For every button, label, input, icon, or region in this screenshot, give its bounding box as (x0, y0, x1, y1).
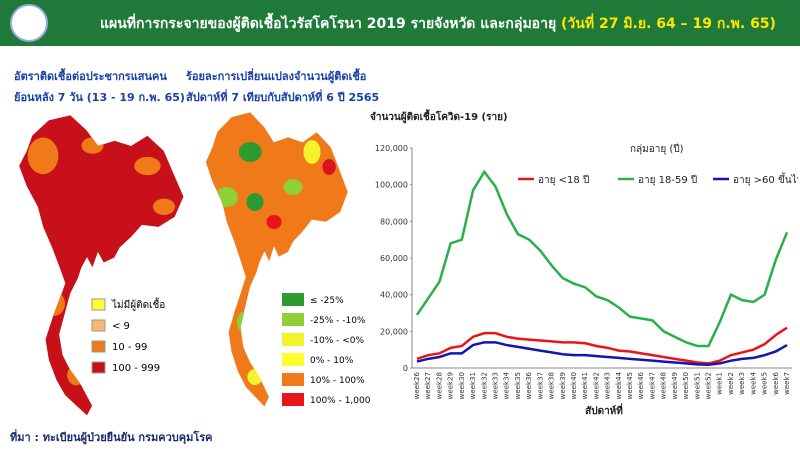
x-axis-label: สัปดาห์ที่ (585, 403, 623, 417)
swatch (282, 313, 304, 326)
y-tick-label: 0 (403, 364, 408, 373)
legend-label: 0% - 10% (310, 356, 354, 366)
legend-right: ≤ -25% -25% - -10% -10% - <0% 0% - 10% 1… (282, 293, 370, 406)
map-title-line: อัตราติดเชื้อต่อประชากรแสนคน (14, 70, 167, 83)
x-tick-label: week51 (693, 372, 701, 399)
x-tick-label: week38 (548, 372, 556, 399)
y-tick-label: 40,000 (380, 291, 408, 300)
legend-label: -25% - -10% (310, 316, 366, 326)
x-tick-label: week27 (424, 372, 432, 399)
swatch (282, 393, 304, 406)
swatch (282, 373, 304, 386)
x-tick-label: week40 (570, 372, 578, 399)
legend-label: 100 - 999 (112, 363, 160, 374)
x-tick-label: week49 (671, 372, 679, 399)
x-tick-label: week47 (648, 372, 656, 399)
x-tick-label: week3 (738, 372, 746, 395)
swatch (282, 293, 304, 306)
x-tick-label: week45 (626, 372, 634, 399)
map-title: อัตราติดเชื้อต่อประชากรแสนคน ย้อนหลัง 7 … (14, 66, 185, 108)
x-tick-label: week34 (503, 371, 511, 399)
x-tick-label: week44 (615, 371, 623, 399)
legend-label: อายุ 18-59 ปี (638, 174, 697, 186)
x-tick-label: week36 (525, 371, 533, 399)
x-tick-label: week32 (480, 372, 488, 399)
y-tick-label: 20,000 (380, 327, 408, 336)
x-tick-label: week5 (761, 372, 769, 395)
x-tick-label: week33 (491, 372, 499, 399)
x-tick-label: week6 (772, 371, 780, 394)
legend-label: ≤ -25% (310, 296, 344, 306)
header-title: แผนที่การกระจายของผู้ติดเชื้อไวรัสโคโรนา… (100, 13, 776, 35)
x-tick-label: week52 (705, 372, 713, 399)
x-tick-label: week1 (716, 372, 724, 395)
x-tick-label: week43 (604, 372, 612, 399)
title: แผนที่การกระจายของผู้ติดเชื้อไวรัสโคโรนา… (100, 16, 557, 32)
x-tick-label: week30 (458, 372, 466, 399)
y-tick-label: 60,000 (380, 254, 408, 263)
x-tick-label: week29 (447, 372, 455, 399)
maps: ไม่มีผู้ติดเชื้อ < 9 10 - 99 100 - 999 ≤… (18, 111, 370, 417)
x-tick-label: week50 (682, 372, 690, 399)
x-tick-label: week39 (559, 372, 567, 399)
legend-title: กลุ่มอายุ (ปี) (630, 143, 684, 155)
legend-label: -10% - <0% (310, 336, 364, 346)
x-tick-label: week4 (749, 371, 757, 394)
series-line (416, 341, 788, 366)
footer: ที่มา : ทะเบียนผู้ป่วยยืนยัน กรมควบคุมโร… (10, 431, 213, 444)
y-tick-label: 80,000 (380, 217, 408, 226)
y-axis-label: จำนวนผู้ติดเชื้อโควิด-19 (ราย) (370, 109, 508, 124)
map-title-line: ร้อยละการเปลี่ยนแปลงจำนวนผู้ติดเชื้อ (186, 70, 367, 83)
y-tick-label: 120,000 (375, 144, 408, 153)
x-tick-label: week37 (536, 372, 544, 399)
line-chart: จำนวนผู้ติดเชื้อโควิด-19 (ราย) กลุ่มอายุ… (370, 109, 798, 417)
legend-label: อายุ >60 ขึ้นไป (733, 172, 798, 186)
legend-left: ไม่มีผู้ติดเชื้อ < 9 10 - 99 100 - 999 (91, 297, 165, 374)
x-tick-label: week41 (581, 372, 589, 399)
map-title-line: สัปดาห์ที่ 7 เทียบกับสัปดาห์ที่ 6 ปี 256… (186, 91, 380, 104)
legend-label: 10% - 100% (310, 376, 365, 386)
swatch (91, 340, 106, 353)
x-tick-label: week42 (592, 372, 600, 399)
map-title: ร้อยละการเปลี่ยนแปลงจำนวนผู้ติดเชื้อ สัป… (186, 66, 379, 108)
x-tick-label: week35 (514, 372, 522, 399)
x-tick-label: week28 (435, 372, 443, 399)
legend-label: < 9 (112, 321, 130, 332)
x-tick-label: week7 (783, 372, 791, 395)
swatch (91, 319, 106, 332)
logo (10, 4, 48, 42)
swatch (282, 333, 304, 346)
series-line (415, 169, 789, 348)
series-line (416, 326, 788, 365)
x-tick-label: week26 (413, 371, 421, 399)
legend-label: 10 - 99 (112, 342, 147, 353)
legend-label: ไม่มีผู้ติดเชื้อ (111, 297, 165, 311)
x-tick-label: week46 (637, 371, 645, 399)
swatch (91, 298, 106, 311)
header-bar: แผนที่การกระจายของผู้ติดเชื้อไวรัสโคโรนา… (0, 0, 800, 46)
date-range: (วันที่ 27 มิ.ย. 64 – 19 ก.พ. 65) (561, 16, 776, 32)
y-tick-label: 100,000 (375, 181, 408, 190)
swatch (91, 361, 106, 374)
map-title-line: ย้อนหลัง 7 วัน (13 - 19 ก.พ. 65) (14, 91, 185, 104)
x-tick-label: week2 (727, 372, 735, 395)
swatch (282, 353, 304, 366)
legend-label: 100% - 1,000% (310, 396, 370, 406)
x-tick-label: week48 (660, 372, 668, 399)
x-tick-label: week31 (469, 372, 477, 399)
legend-label: อายุ <18 ปี (538, 174, 589, 186)
